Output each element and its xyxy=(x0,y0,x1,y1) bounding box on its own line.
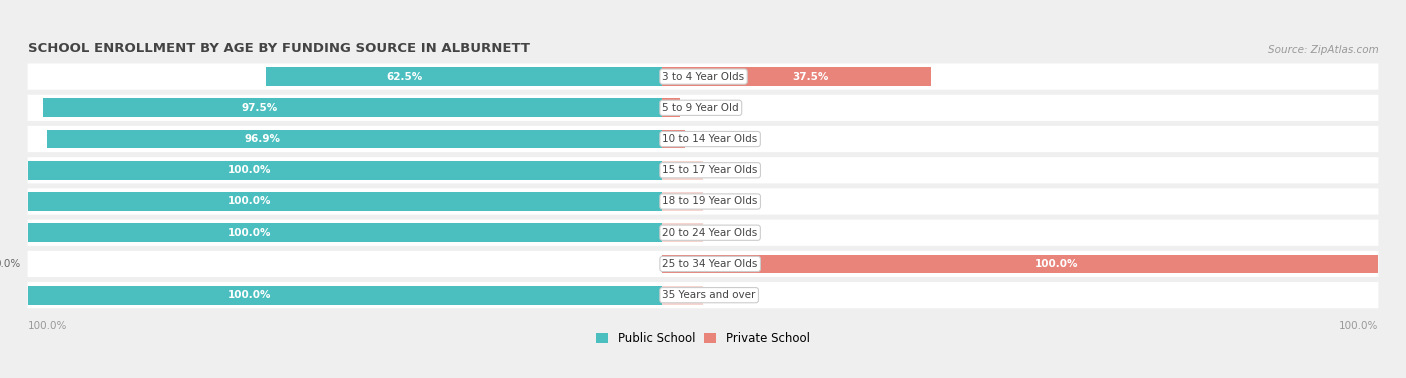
Text: 96.9%: 96.9% xyxy=(245,134,281,144)
FancyBboxPatch shape xyxy=(662,254,1378,273)
FancyBboxPatch shape xyxy=(28,188,1378,215)
Text: 10 to 14 Year Olds: 10 to 14 Year Olds xyxy=(662,134,758,144)
Text: 3.1%: 3.1% xyxy=(696,134,721,144)
FancyBboxPatch shape xyxy=(28,220,1378,246)
Text: 5 to 9 Year Old: 5 to 9 Year Old xyxy=(662,103,740,113)
Text: 0.0%: 0.0% xyxy=(714,228,740,238)
FancyBboxPatch shape xyxy=(662,130,685,149)
Text: 2.5%: 2.5% xyxy=(692,103,717,113)
Text: 35 Years and over: 35 Years and over xyxy=(662,290,756,300)
Text: SCHOOL ENROLLMENT BY AGE BY FUNDING SOURCE IN ALBURNETT: SCHOOL ENROLLMENT BY AGE BY FUNDING SOUR… xyxy=(28,42,530,55)
Legend: Public School, Private School: Public School, Private School xyxy=(592,327,814,350)
FancyBboxPatch shape xyxy=(28,223,662,242)
FancyBboxPatch shape xyxy=(662,192,703,211)
Text: 0.0%: 0.0% xyxy=(714,165,740,175)
Text: 100.0%: 100.0% xyxy=(228,197,271,206)
FancyBboxPatch shape xyxy=(44,98,662,117)
Text: 100.0%: 100.0% xyxy=(1035,259,1078,269)
FancyBboxPatch shape xyxy=(28,95,1378,121)
Text: 3 to 4 Year Olds: 3 to 4 Year Olds xyxy=(662,71,745,82)
Text: 97.5%: 97.5% xyxy=(242,103,278,113)
FancyBboxPatch shape xyxy=(28,251,1378,277)
Text: 62.5%: 62.5% xyxy=(387,71,423,82)
Text: 100.0%: 100.0% xyxy=(228,290,271,300)
FancyBboxPatch shape xyxy=(662,286,703,305)
Text: 0.0%: 0.0% xyxy=(0,259,21,269)
Text: 100.0%: 100.0% xyxy=(28,321,67,332)
FancyBboxPatch shape xyxy=(662,98,681,117)
Text: 37.5%: 37.5% xyxy=(792,71,828,82)
Text: 20 to 24 Year Olds: 20 to 24 Year Olds xyxy=(662,228,758,238)
Text: 100.0%: 100.0% xyxy=(228,165,271,175)
FancyBboxPatch shape xyxy=(48,130,662,149)
FancyBboxPatch shape xyxy=(266,67,662,86)
Text: 18 to 19 Year Olds: 18 to 19 Year Olds xyxy=(662,197,758,206)
FancyBboxPatch shape xyxy=(28,192,662,211)
Text: 100.0%: 100.0% xyxy=(228,228,271,238)
Text: 25 to 34 Year Olds: 25 to 34 Year Olds xyxy=(662,259,758,269)
Text: 15 to 17 Year Olds: 15 to 17 Year Olds xyxy=(662,165,758,175)
FancyBboxPatch shape xyxy=(28,64,1378,90)
Text: 0.0%: 0.0% xyxy=(714,290,740,300)
FancyBboxPatch shape xyxy=(28,161,662,180)
Text: Source: ZipAtlas.com: Source: ZipAtlas.com xyxy=(1268,45,1378,55)
FancyBboxPatch shape xyxy=(28,286,662,305)
Text: 0.0%: 0.0% xyxy=(714,197,740,206)
FancyBboxPatch shape xyxy=(662,161,703,180)
FancyBboxPatch shape xyxy=(28,282,1378,308)
Text: 100.0%: 100.0% xyxy=(1339,321,1378,332)
FancyBboxPatch shape xyxy=(28,157,1378,183)
FancyBboxPatch shape xyxy=(662,223,703,242)
FancyBboxPatch shape xyxy=(28,126,1378,152)
FancyBboxPatch shape xyxy=(662,67,931,86)
